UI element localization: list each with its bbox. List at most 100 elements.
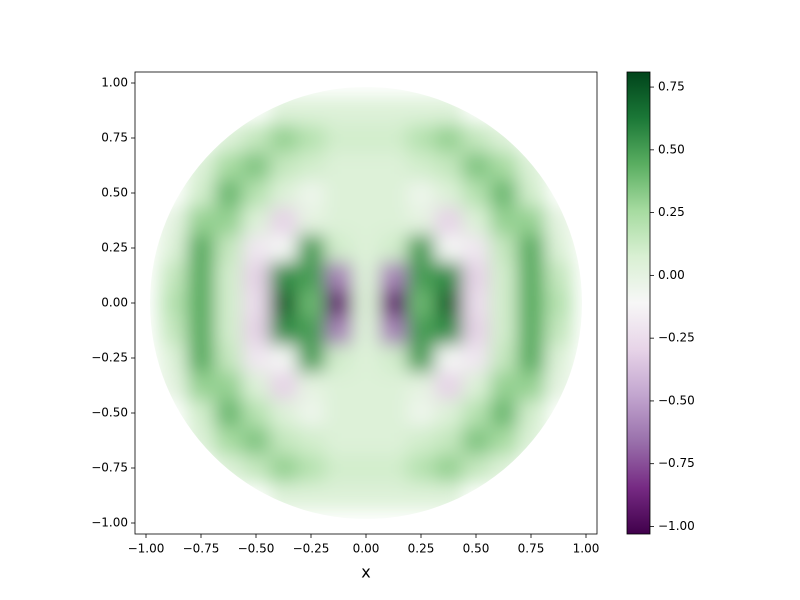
cell [407,426,436,455]
cell [214,179,243,208]
cell [187,151,216,180]
cell [159,234,188,263]
cell [379,316,408,345]
cell [242,344,271,373]
cell [324,261,353,290]
cell [214,316,243,345]
cell [434,179,463,208]
cell [434,426,463,455]
x-tick-label: 1.00 [573,542,600,556]
cell [269,206,298,235]
cell [159,316,188,345]
cell [187,234,216,263]
cell [489,261,518,290]
cell [269,179,298,208]
cell [462,289,491,318]
x-tick-label: −0.75 [183,542,220,556]
cell [434,151,463,180]
cell [462,344,491,373]
cell [297,371,326,400]
cell [159,344,188,373]
y-tick-label: 0.75 [101,131,128,145]
cell [297,454,326,483]
cell [517,344,546,373]
cell [324,454,353,483]
cell [297,289,326,318]
cell [489,151,518,180]
cell [462,151,491,180]
cell [324,234,353,263]
cell [159,261,188,290]
cell [187,289,216,318]
cell [379,206,408,235]
cell [379,399,408,428]
colorbar-tick-label: 0.50 [658,142,685,156]
cell [214,454,243,483]
cell [489,289,518,318]
cell [297,151,326,180]
colorbar-tick-label: −0.50 [658,393,695,407]
cell [187,344,216,373]
cell [159,371,188,400]
cell [544,316,573,345]
cell [269,481,298,510]
cell [352,151,381,180]
y-tick-label: −0.75 [91,461,128,475]
cell [214,261,243,290]
colorbar-tick-label: −1.00 [658,519,695,533]
colorbar-tick-label: −0.75 [658,456,695,470]
cell [407,454,436,483]
cell [407,289,436,318]
cell [297,399,326,428]
cell [352,426,381,455]
y-tick-label: −0.50 [91,406,128,420]
cell [517,316,546,345]
cell [434,316,463,345]
cell [352,481,381,510]
cell [159,206,188,235]
cell [214,289,243,318]
cell [214,234,243,263]
cell [517,289,546,318]
cell [297,206,326,235]
cell [352,96,381,125]
cell [242,124,271,153]
cell [214,124,243,153]
colorbar-tick-label: 0.75 [658,80,685,94]
colorbar-tick-label: −0.25 [658,331,695,345]
cell [462,234,491,263]
cell [407,234,436,263]
cell [352,316,381,345]
x-tick-label: 0.50 [463,542,490,556]
cell [324,316,353,345]
cell [297,179,326,208]
cell [434,96,463,125]
cell [324,481,353,510]
cell [269,371,298,400]
cell [297,234,326,263]
cell [544,206,573,235]
cell [324,179,353,208]
y-tick-label: −1.00 [91,516,128,530]
cell [352,289,381,318]
cell [462,399,491,428]
cell [269,234,298,263]
x-tick-label: 0.25 [408,542,435,556]
cell [187,261,216,290]
cell [324,371,353,400]
cell [324,289,353,318]
cell [352,344,381,373]
cell [297,96,326,125]
field [159,96,573,510]
cell [434,124,463,153]
y-tick-label: 1.00 [101,76,128,90]
cell [407,371,436,400]
cell [297,344,326,373]
cell [407,344,436,373]
cell [352,371,381,400]
cell [352,399,381,428]
cell [352,454,381,483]
cell [214,371,243,400]
cell [489,399,518,428]
